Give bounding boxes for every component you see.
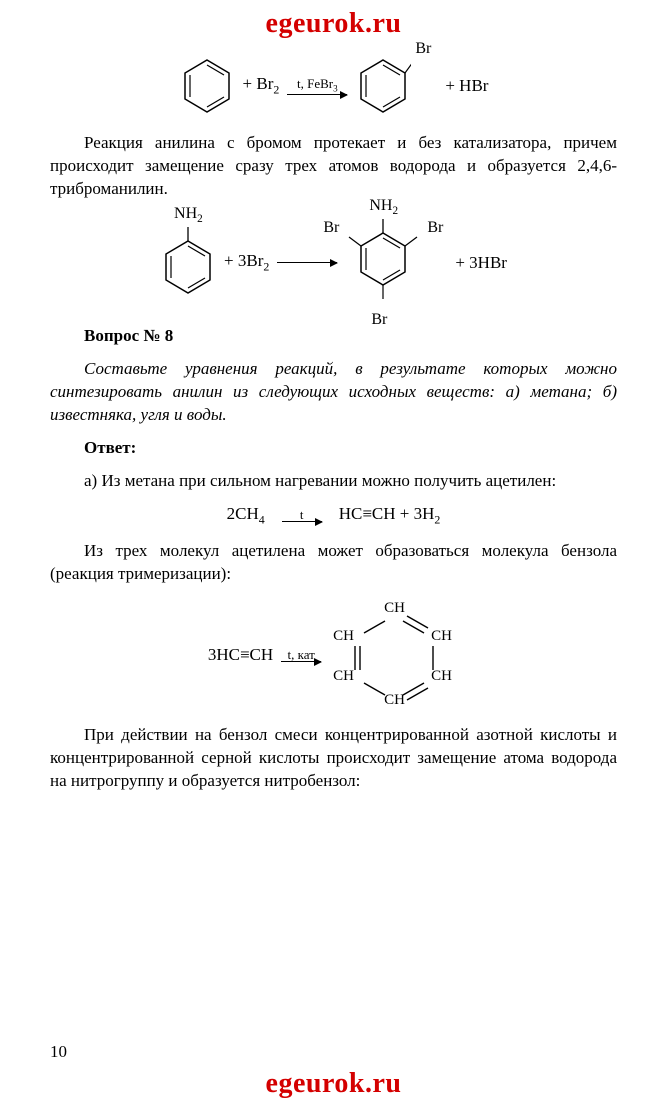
plus-3hbr: + 3HBr (455, 253, 507, 273)
plus-3br2: + 3Br2 (224, 251, 269, 274)
eq2-arrow: t, кат (281, 648, 321, 662)
watermark-bottom: egeurok.ru (0, 1068, 667, 1100)
bromobenzene-icon: Br (355, 54, 411, 118)
paragraph-1: Реакция анилина с бромом протекает и без… (50, 132, 617, 201)
eq1-arrow: t (282, 508, 322, 522)
benzene-icon (179, 54, 235, 118)
watermark-top: egeurok.ru (50, 8, 617, 40)
reaction-1: + Br2 t, FeBr3 Br + HBr (50, 54, 617, 118)
aniline-icon: NH2 (160, 223, 216, 303)
tribromoaniline-icon: NH2 Br Br Br (345, 215, 421, 311)
answer-label: Ответ: (50, 437, 617, 460)
equation-1: 2CH4 t HC≡CH + 3H2 (50, 504, 617, 527)
reaction-arrow-1: t, FeBr3 (287, 77, 347, 95)
plus-hbr: + HBr (445, 76, 488, 96)
eq1-left: 2CH4 (227, 504, 265, 523)
eq1-right: HC≡CH + 3H2 (339, 504, 441, 523)
reaction-arrow-2 (277, 262, 337, 263)
page-number: 10 (50, 1042, 67, 1062)
equation-2: 3HC≡CH t, кат CH CH CH (50, 600, 617, 710)
reaction-2: NH2 + 3Br2 NH2 Br Br Br (50, 215, 617, 311)
paragraph-c: При действии на бензол смеси концентриро… (50, 724, 617, 793)
plus-br2: + Br2 (243, 74, 280, 97)
benzene-ch-icon: CH CH CH CH CH CH (329, 600, 459, 710)
question-8-text: Составьте уравнения реакций, в результат… (50, 358, 617, 427)
eq2-left: 3HC≡CH (208, 645, 273, 665)
paragraph-b: Из трех молекул ацетилена может образова… (50, 540, 617, 586)
paragraph-a: а) Из метана при сильном нагревании можн… (50, 470, 617, 493)
question-8-title: Вопрос № 8 (50, 325, 617, 348)
page: egeurok.ru + Br2 t, FeBr3 Br (0, 0, 667, 1106)
